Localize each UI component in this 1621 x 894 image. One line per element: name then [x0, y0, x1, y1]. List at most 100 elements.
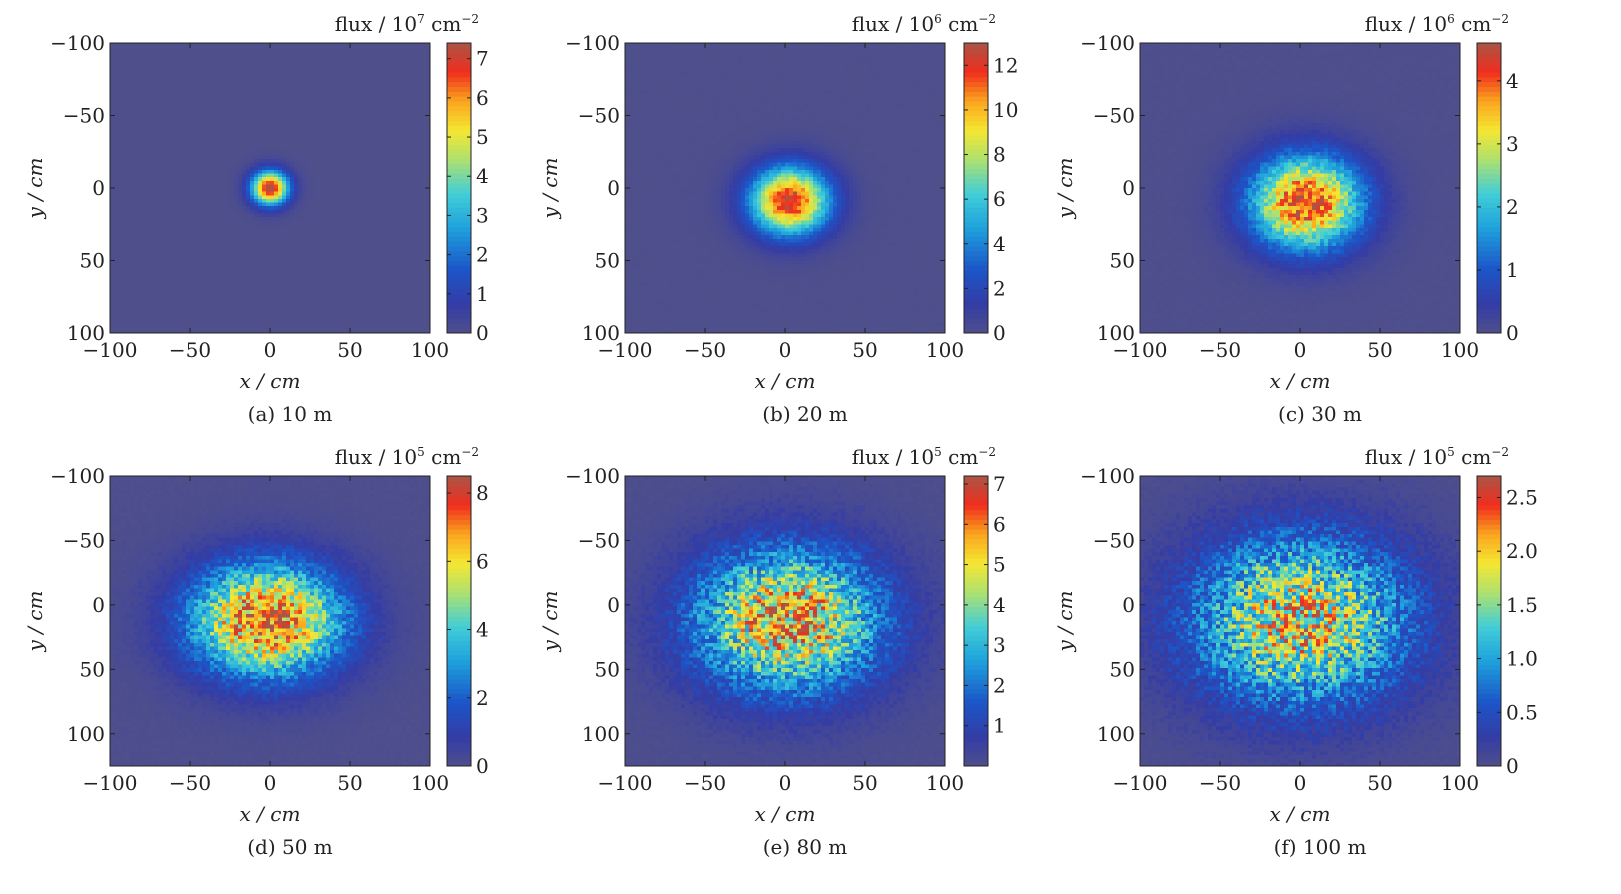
heatmap-cell: [334, 101, 338, 105]
heatmap-cell: [150, 101, 154, 105]
heatmap-cell: [182, 72, 186, 76]
heatmap-cell: [262, 90, 266, 94]
heatmap-cell: [242, 79, 246, 83]
heatmap-cell: [326, 116, 330, 120]
heatmap-cell: [310, 79, 314, 83]
heatmap-cell: [338, 112, 342, 116]
heatmap-cell: [422, 50, 426, 54]
heatmap-cell: [214, 58, 218, 62]
heatmap-cell: [338, 94, 342, 98]
heatmap-cell: [202, 65, 206, 69]
heatmap-cell: [126, 79, 130, 83]
heatmap-cell: [226, 76, 230, 80]
heatmap-cell: [418, 108, 422, 112]
heatmap-cell: [254, 54, 258, 58]
heatmap-cell: [342, 58, 346, 62]
heatmap-cell: [246, 47, 250, 51]
heatmap-cell: [202, 87, 206, 91]
heatmap-cell: [218, 87, 222, 91]
heatmap-cell: [270, 87, 274, 91]
heatmap-cell: [118, 108, 122, 112]
heatmap-cell: [306, 50, 310, 54]
heatmap-cell: [358, 83, 362, 87]
heatmap-cell: [134, 72, 138, 76]
heatmap-cell: [138, 116, 142, 120]
heatmap-cell: [354, 54, 358, 58]
heatmap-cell: [246, 61, 250, 65]
heatmap-cell: [190, 112, 194, 116]
heatmap-cell: [358, 68, 362, 72]
heatmap-cell: [418, 61, 422, 65]
heatmap-cell: [386, 87, 390, 91]
heatmap-cell: [222, 76, 226, 80]
heatmap-cell: [150, 87, 154, 91]
heatmap-cell: [418, 68, 422, 72]
heatmap-cell: [358, 116, 362, 120]
heatmap-cell: [346, 54, 350, 58]
heatmap-cell: [258, 79, 262, 83]
heatmap-cell: [274, 76, 278, 80]
heatmap-cell: [394, 105, 398, 109]
heatmap-cell: [130, 94, 134, 98]
heatmap-cell: [222, 68, 226, 72]
heatmap-cell: [238, 112, 242, 116]
heatmap-cell: [178, 65, 182, 69]
heatmap-cell: [214, 94, 218, 98]
heatmap-cell: [326, 54, 330, 58]
heatmap-cell: [362, 105, 366, 109]
heatmap-cell: [226, 112, 230, 116]
heatmap-cell: [374, 68, 378, 72]
heatmap-cell: [394, 54, 398, 58]
heatmap-cell: [166, 58, 170, 62]
heatmap-cell: [362, 94, 366, 98]
heatmap-cell: [314, 50, 318, 54]
heatmap-cell: [142, 116, 146, 120]
heatmap-cell: [270, 58, 274, 62]
heatmap-cell: [158, 47, 162, 51]
heatmap-cell: [190, 108, 194, 112]
heatmap-cell: [234, 105, 238, 109]
heatmap-cell: [258, 119, 262, 123]
heatmap-cell: [386, 43, 390, 47]
heatmap-cell: [302, 58, 306, 62]
heatmap-cell: [394, 112, 398, 116]
heatmap-cell: [334, 119, 338, 123]
heatmap-cell: [130, 97, 134, 101]
heatmap-cell: [198, 61, 202, 65]
heatmap-cell: [378, 43, 382, 47]
heatmap-cell: [230, 83, 234, 87]
heatmap-cell: [250, 43, 254, 47]
heatmap-cell: [258, 65, 262, 69]
heatmap-cell: [150, 72, 154, 76]
heatmap-cell: [386, 58, 390, 62]
heatmap-cell: [374, 112, 378, 116]
heatmap-cell: [222, 105, 226, 109]
heatmap-cell: [338, 61, 342, 65]
heatmap-cell: [146, 50, 150, 54]
heatmap-cell: [334, 72, 338, 76]
heatmap-cell: [202, 47, 206, 51]
heatmap-cell: [326, 112, 330, 116]
heatmap-cell: [182, 119, 186, 123]
heatmap-cell: [206, 112, 210, 116]
heatmap-cell: [366, 43, 370, 47]
heatmap-cell: [350, 58, 354, 62]
heatmap-cell: [278, 105, 282, 109]
heatmap-cell: [214, 79, 218, 83]
heatmap-cell: [146, 119, 150, 123]
heatmap-cell: [134, 76, 138, 80]
heatmap-cell: [190, 97, 194, 101]
heatmap-cell: [322, 116, 326, 120]
heatmap-cell: [310, 72, 314, 76]
heatmap-cell: [234, 68, 238, 72]
heatmap-cell: [242, 87, 246, 91]
heatmap-cell: [190, 58, 194, 62]
heatmap-cell: [246, 112, 250, 116]
heatmap-cell: [298, 72, 302, 76]
heatmap-cell: [258, 72, 262, 76]
heatmap-cell: [258, 112, 262, 116]
heatmap-cell: [142, 58, 146, 62]
heatmap-cell: [154, 101, 158, 105]
heatmap-cell: [234, 97, 238, 101]
heatmap-cell: [278, 47, 282, 51]
